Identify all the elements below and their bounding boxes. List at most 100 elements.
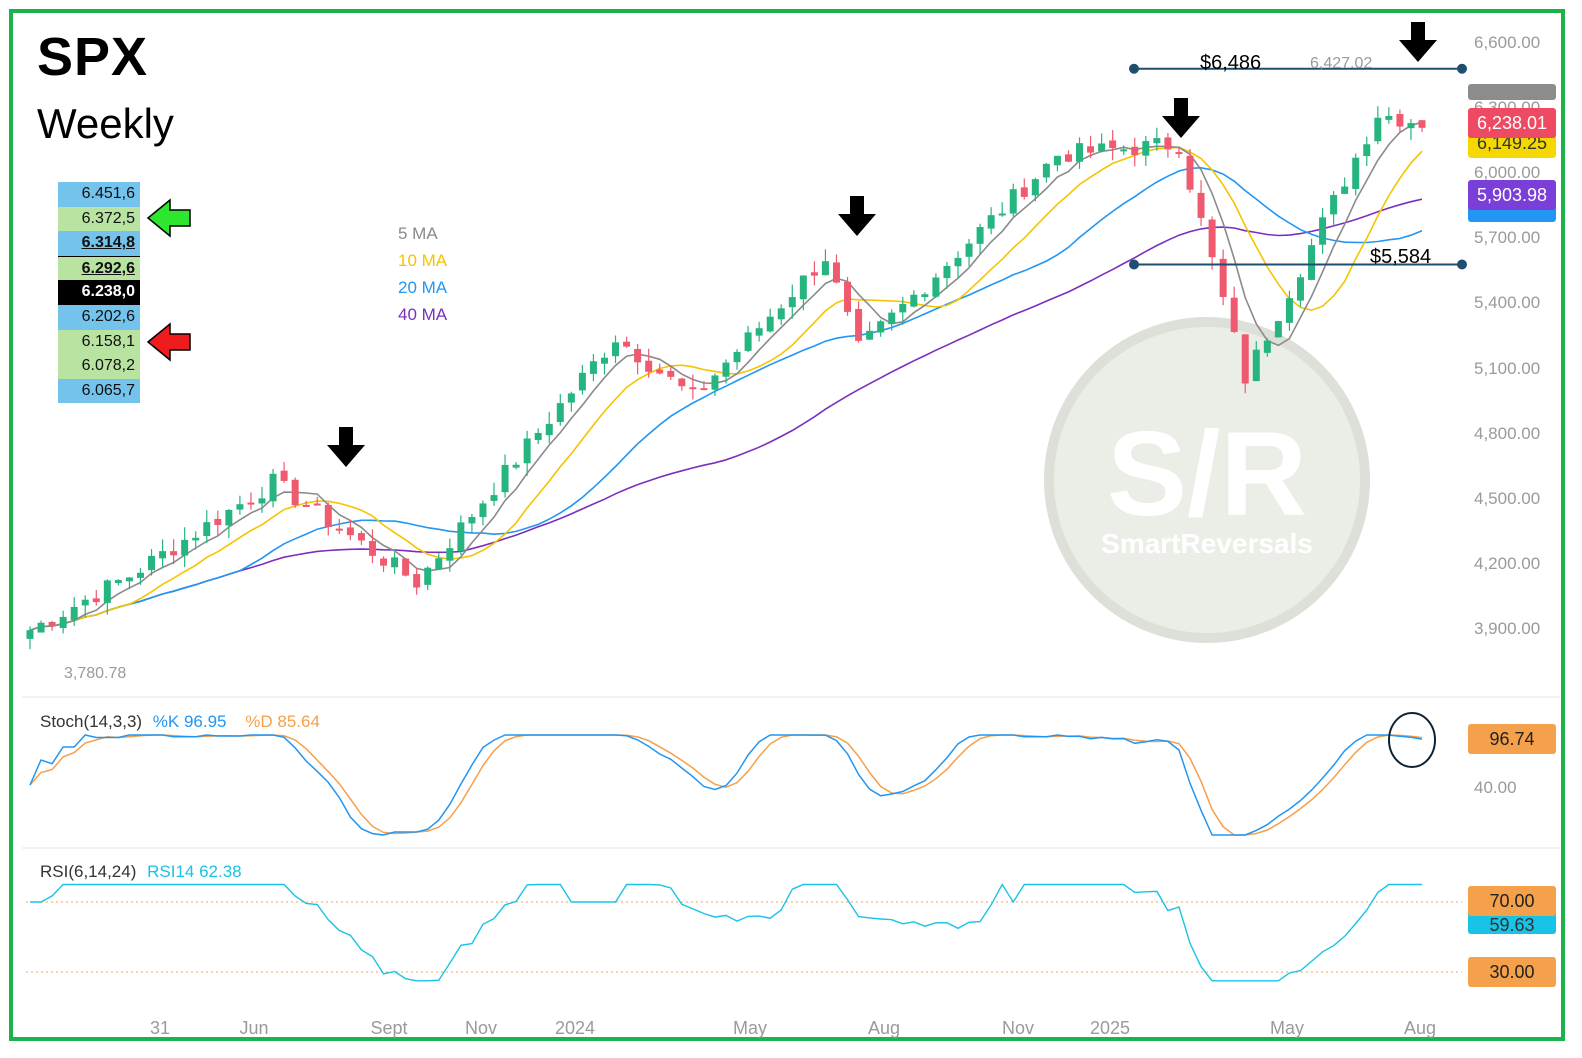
last-price-tag: 6,238.01 — [1468, 108, 1556, 138]
candle-body — [159, 551, 167, 559]
candle-body — [148, 555, 156, 571]
candle-body — [744, 332, 752, 351]
candle-body — [1208, 219, 1216, 258]
rsi-name: RSI(6,14,24) — [40, 862, 137, 881]
ma-legend: 5 MA 10 MA 20 MA 40 MA — [398, 220, 447, 328]
candle-body — [490, 495, 498, 501]
candle-body — [302, 505, 310, 508]
level-row: 6.314,8 — [58, 231, 140, 256]
candle-body — [799, 275, 807, 300]
candle-body — [1308, 245, 1316, 280]
candle-body — [1418, 120, 1426, 128]
candle-body — [26, 630, 34, 639]
candle-body — [170, 551, 178, 556]
candle-body — [1407, 123, 1415, 129]
candle-body — [1031, 179, 1039, 196]
resistance-label: $6,486 — [1200, 52, 1262, 74]
x-tick-label: 2025 — [1089, 1018, 1131, 1038]
candle-body — [236, 504, 244, 510]
candle-body — [1109, 140, 1117, 149]
candle-body — [855, 308, 863, 341]
candle-body — [1164, 137, 1172, 150]
watermark-subtext: SmartReversals — [1101, 528, 1313, 559]
y-tick-label: 5,400.00 — [1474, 293, 1541, 313]
stoch-axis-label: 40.00 — [1474, 778, 1517, 797]
level-row: 6.202,6 — [58, 304, 140, 330]
watermark-text: S/R — [1107, 407, 1307, 541]
candle-body — [380, 558, 388, 566]
candle-body — [589, 361, 597, 374]
candle-body — [866, 330, 874, 340]
candle-body — [1042, 163, 1050, 178]
candle-body — [225, 509, 233, 526]
watermark-circle — [1044, 317, 1370, 643]
x-tick-label: May — [1269, 1018, 1305, 1038]
candle-body — [987, 215, 995, 229]
candle-body — [1296, 277, 1304, 301]
candle-body — [788, 297, 796, 308]
candle-body — [114, 580, 122, 584]
candle-body — [103, 580, 111, 603]
candle-body — [335, 528, 343, 531]
candle-body — [678, 378, 686, 387]
candle-body — [501, 464, 509, 493]
candle-body — [932, 277, 940, 297]
candle-body — [291, 479, 299, 506]
candle-body — [391, 557, 399, 568]
candle-body — [1053, 155, 1061, 166]
candle-body — [1197, 192, 1205, 218]
x-tick-label: Nov — [464, 1018, 498, 1038]
candle-body — [954, 257, 962, 267]
candle-body — [48, 621, 56, 626]
candle-body — [280, 470, 288, 481]
candle-body — [258, 498, 266, 504]
red-arrow-icon — [146, 322, 191, 362]
candle-body — [313, 503, 321, 506]
candle-body — [1385, 115, 1393, 120]
level-endpoint — [1129, 63, 1139, 74]
candle-body — [1263, 340, 1271, 353]
candle-body — [1374, 117, 1382, 142]
candle-body — [600, 357, 608, 364]
candle-body — [1341, 186, 1349, 194]
down-arrow-icon — [327, 427, 365, 467]
chart-frame — [9, 9, 1565, 1041]
candle-body — [1175, 152, 1183, 155]
candle-body — [1009, 189, 1017, 214]
candle-body — [1252, 349, 1260, 382]
candle-body — [821, 261, 829, 276]
candle-body — [534, 432, 542, 440]
candle-body — [832, 262, 840, 283]
candle-body — [346, 527, 354, 536]
level-row: 6.065,7 — [58, 378, 140, 404]
ma20-legend: 20 MA — [398, 278, 448, 297]
page-title: SPX — [37, 27, 149, 87]
candle-body — [203, 522, 211, 536]
level-row: 6.451,6 — [58, 182, 140, 207]
candle-body — [634, 348, 642, 363]
candle-body — [324, 504, 332, 527]
stoch-name: Stoch(14,3,3) — [40, 712, 143, 731]
x-tick-label: 2024 — [554, 1018, 596, 1038]
x-tick-label: Aug — [1403, 1018, 1437, 1038]
candle-body — [877, 321, 885, 333]
candle-body — [556, 403, 564, 423]
candle-body — [722, 362, 730, 377]
level-endpoint — [1457, 63, 1467, 74]
candle-body — [136, 572, 144, 578]
candle-body — [1352, 157, 1360, 189]
candle-body — [689, 387, 697, 390]
candle-body — [667, 370, 675, 377]
candle-body — [214, 518, 222, 525]
ma40-line — [29, 198, 1423, 631]
y-tick-label: 4,500.00 — [1474, 488, 1541, 508]
rsi14-label: RSI14 62.38 — [147, 862, 242, 881]
candle-body — [1020, 187, 1028, 197]
candle-body — [1363, 144, 1371, 157]
candle-body — [733, 351, 741, 363]
stoch-label: Stoch(14,3,3) %K 96.95 %D 85.64 — [40, 712, 320, 732]
down-arrow-icon — [1399, 22, 1437, 62]
x-tick-label: Nov — [1001, 1018, 1035, 1038]
candle-body — [1285, 298, 1293, 323]
page-subtitle: Weekly — [37, 100, 174, 147]
